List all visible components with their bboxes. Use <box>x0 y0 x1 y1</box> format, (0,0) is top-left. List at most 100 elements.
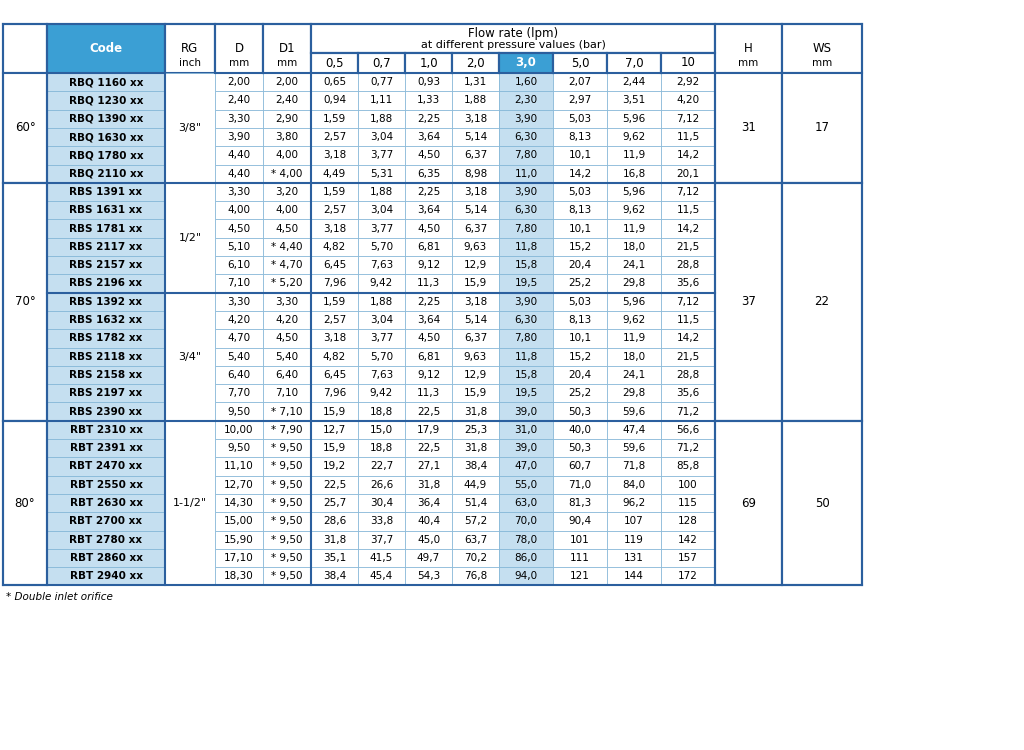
Text: 7,10: 7,10 <box>227 278 251 289</box>
Bar <box>311 146 358 164</box>
Bar <box>499 549 553 567</box>
Text: 0,94: 0,94 <box>323 95 346 106</box>
Bar <box>358 256 406 274</box>
Bar <box>263 92 311 110</box>
Bar <box>607 421 662 439</box>
Text: 20,4: 20,4 <box>568 370 592 380</box>
Bar <box>406 274 452 292</box>
Text: 6,37: 6,37 <box>464 333 487 344</box>
Text: 1,11: 1,11 <box>370 95 393 106</box>
Bar <box>263 238 311 256</box>
Bar <box>499 347 553 366</box>
Bar <box>311 92 358 110</box>
Text: 15,2: 15,2 <box>568 352 592 362</box>
Text: 11,9: 11,9 <box>623 224 645 233</box>
Text: 5,03: 5,03 <box>568 297 592 307</box>
Bar <box>263 329 311 347</box>
Text: RBS 1391 xx: RBS 1391 xx <box>70 187 142 197</box>
Bar <box>662 220 715 238</box>
Bar <box>311 128 358 146</box>
Text: 6,45: 6,45 <box>323 370 346 380</box>
Bar <box>607 567 662 586</box>
Bar <box>499 292 553 311</box>
Text: 47,0: 47,0 <box>514 461 538 472</box>
Text: RBT 2310 xx: RBT 2310 xx <box>70 424 142 435</box>
Text: * 7,10: * 7,10 <box>271 406 303 416</box>
Text: 4,50: 4,50 <box>417 224 440 233</box>
Text: 45,4: 45,4 <box>370 572 393 581</box>
Text: 15,0: 15,0 <box>370 424 393 435</box>
Bar <box>263 292 311 311</box>
Bar <box>311 201 358 220</box>
Text: 60,7: 60,7 <box>568 461 592 472</box>
Text: 4,70: 4,70 <box>227 333 251 344</box>
Text: 36,4: 36,4 <box>417 498 440 508</box>
Bar <box>263 494 311 512</box>
Text: 5,70: 5,70 <box>370 242 393 252</box>
Text: 50,3: 50,3 <box>568 406 592 416</box>
Text: 56,6: 56,6 <box>677 424 699 435</box>
Text: 9,42: 9,42 <box>370 278 393 289</box>
Bar <box>358 512 406 530</box>
Text: 2,25: 2,25 <box>417 187 440 197</box>
Bar <box>406 530 452 549</box>
Text: 96,2: 96,2 <box>623 498 645 508</box>
Bar <box>358 476 406 494</box>
Text: * 9,50: * 9,50 <box>271 516 303 526</box>
Text: 28,8: 28,8 <box>677 260 699 270</box>
Text: 3,04: 3,04 <box>370 132 393 142</box>
Bar <box>263 366 311 384</box>
Bar <box>215 183 263 201</box>
Text: RBS 2158 xx: RBS 2158 xx <box>70 370 142 380</box>
Text: 6,37: 6,37 <box>464 150 487 160</box>
Bar <box>553 347 607 366</box>
Bar <box>47 274 165 292</box>
Bar <box>452 347 499 366</box>
Bar <box>662 329 715 347</box>
Bar <box>311 183 358 201</box>
Text: 7,12: 7,12 <box>677 187 699 197</box>
Text: 6,35: 6,35 <box>417 169 440 178</box>
Text: 1,88: 1,88 <box>464 95 487 106</box>
Bar <box>311 530 358 549</box>
Bar <box>263 311 311 329</box>
Text: 4,40: 4,40 <box>227 150 251 160</box>
Text: 59,6: 59,6 <box>623 443 645 453</box>
Text: 3,30: 3,30 <box>275 297 299 307</box>
Bar <box>662 92 715 110</box>
Text: 14,2: 14,2 <box>677 150 699 160</box>
Bar <box>215 366 263 384</box>
Bar <box>215 512 263 530</box>
Bar <box>607 403 662 421</box>
Text: 63,7: 63,7 <box>464 535 487 544</box>
Bar <box>499 274 553 292</box>
Bar <box>311 347 358 366</box>
Text: 17: 17 <box>814 122 829 134</box>
Text: * 7,90: * 7,90 <box>271 424 303 435</box>
Bar <box>553 476 607 494</box>
Bar <box>662 183 715 201</box>
Text: 4,20: 4,20 <box>677 95 699 106</box>
Bar <box>662 476 715 494</box>
Bar <box>553 494 607 512</box>
Bar <box>358 311 406 329</box>
Text: RBQ 1160 xx: RBQ 1160 xx <box>69 77 143 87</box>
Text: 15,9: 15,9 <box>464 388 487 398</box>
Bar <box>662 292 715 311</box>
Text: 2,40: 2,40 <box>275 95 299 106</box>
Bar <box>553 238 607 256</box>
Text: 2,40: 2,40 <box>227 95 251 106</box>
Bar <box>553 201 607 220</box>
Text: 15,9: 15,9 <box>464 278 487 289</box>
Bar <box>499 183 553 201</box>
Text: 4,00: 4,00 <box>275 206 299 215</box>
Bar <box>553 256 607 274</box>
Text: 31,8: 31,8 <box>464 406 487 416</box>
Text: mm: mm <box>276 58 297 68</box>
Text: 76,8: 76,8 <box>464 572 487 581</box>
Text: 15,8: 15,8 <box>514 370 538 380</box>
Bar <box>311 476 358 494</box>
Text: Code: Code <box>89 42 123 55</box>
Text: 70,2: 70,2 <box>464 553 487 563</box>
Bar <box>3 73 47 183</box>
